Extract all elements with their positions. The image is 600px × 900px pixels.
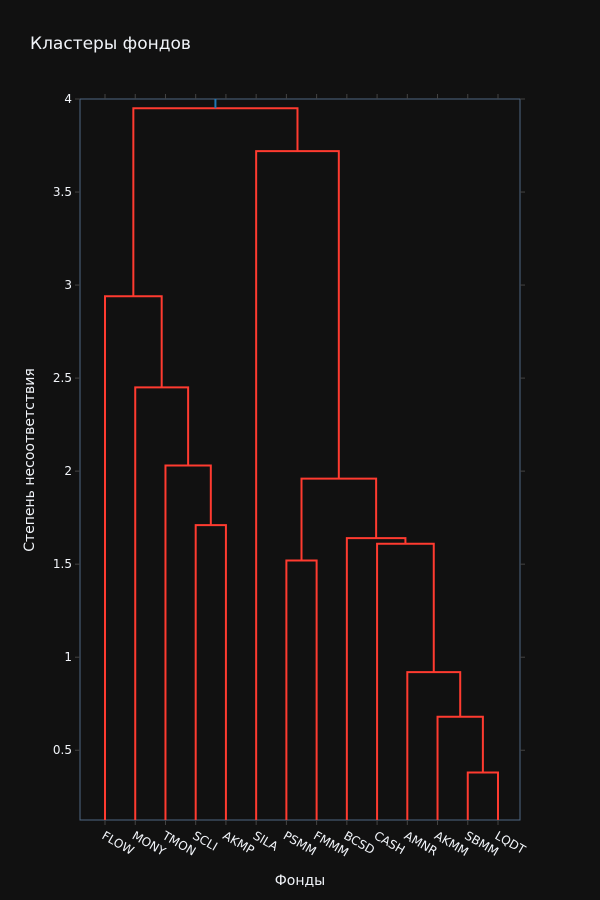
- dendrogram-link: [376, 542, 435, 820]
- y-axis-title: Степень несоответствия: [22, 368, 38, 552]
- dendrogram-link: [406, 671, 462, 820]
- dendrogram-link: [194, 524, 227, 820]
- dendrogram-link: [436, 715, 484, 820]
- x-tick-label: CASH: [372, 828, 408, 857]
- x-tick-label: TMON: [159, 828, 198, 859]
- x-tick-label: LQDT: [493, 828, 529, 857]
- y-tick-label: 1.5: [53, 557, 72, 571]
- dendrogram-link: [134, 386, 190, 820]
- y-tick-label: 3.5: [53, 185, 72, 199]
- x-tick-label: PSMM: [281, 828, 319, 858]
- dendrogram-link: [132, 107, 299, 297]
- x-axis-title: Фонды: [275, 873, 326, 889]
- chart-title: Кластеры фондов: [30, 34, 191, 54]
- x-tick-label: SBMM: [462, 828, 501, 858]
- x-tick-label: SILA: [251, 828, 281, 854]
- dendrogram-link: [285, 559, 318, 820]
- x-tick-label: AKMM: [432, 828, 471, 859]
- y-tick-label: 2.5: [53, 371, 72, 385]
- y-tick-label: 1: [64, 650, 72, 664]
- x-tick-label: AMNR: [402, 828, 440, 858]
- dendrogram-link: [104, 295, 163, 820]
- dendrogram-link: [300, 477, 378, 561]
- dendrogram-links: [104, 107, 499, 820]
- x-tick-label: FLOW: [100, 828, 137, 857]
- y-tick-label: 2: [64, 464, 72, 478]
- x-tick-label: AKMP: [220, 828, 256, 857]
- y-tick-label: 4: [64, 92, 72, 106]
- y-tick-label: 0.5: [53, 743, 72, 757]
- dendrogram-link: [255, 150, 340, 820]
- dendrogram-link: [164, 464, 212, 820]
- dendrogram-link: [466, 771, 499, 820]
- plot-frame: [79, 98, 521, 821]
- x-tick-label: MONY: [130, 828, 169, 859]
- y-tick-label: 3: [64, 278, 72, 292]
